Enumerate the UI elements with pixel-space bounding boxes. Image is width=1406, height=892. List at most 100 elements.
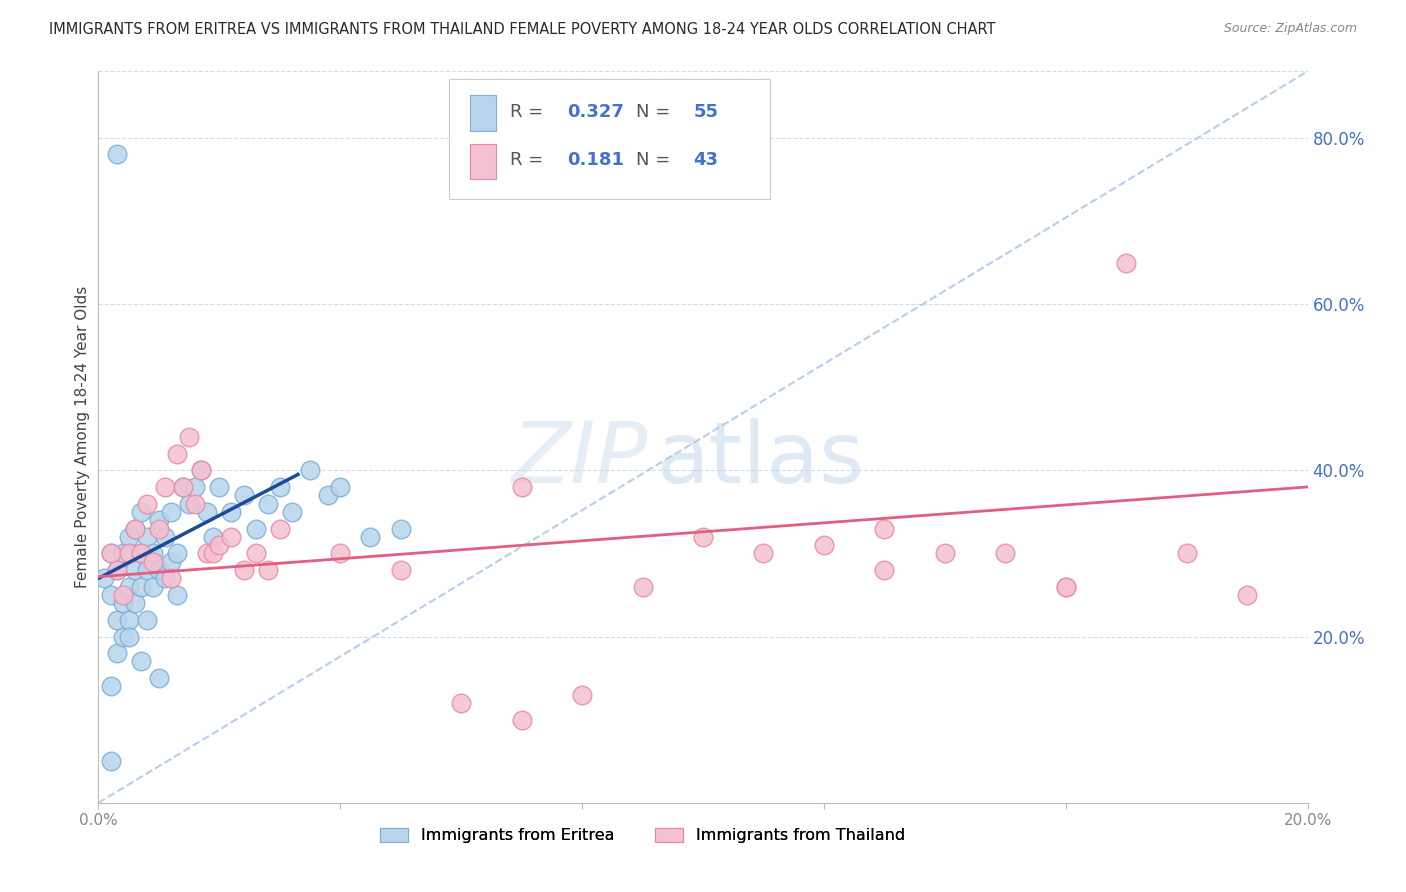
- Point: [873, 521, 896, 535]
- Point: [450, 696, 472, 710]
- Point: [153, 530, 176, 544]
- Text: N =: N =: [637, 103, 676, 120]
- Point: [245, 546, 267, 560]
- Point: [873, 563, 896, 577]
- Point: [1054, 580, 1077, 594]
- Point: [135, 613, 157, 627]
- Text: N =: N =: [637, 151, 676, 169]
- Point: [202, 530, 225, 544]
- Point: [124, 596, 146, 610]
- Point: [1054, 580, 1077, 594]
- Point: [166, 588, 188, 602]
- Point: [93, 571, 115, 585]
- Point: [934, 546, 956, 560]
- Point: [1115, 255, 1137, 269]
- Text: R =: R =: [509, 103, 548, 120]
- Point: [752, 546, 775, 560]
- Point: [160, 555, 183, 569]
- Point: [631, 580, 654, 594]
- Point: [118, 630, 141, 644]
- Point: [208, 480, 231, 494]
- Point: [100, 754, 122, 768]
- Point: [184, 497, 207, 511]
- Point: [129, 655, 152, 669]
- Point: [105, 646, 128, 660]
- Point: [129, 580, 152, 594]
- Point: [692, 530, 714, 544]
- Point: [190, 463, 212, 477]
- Point: [316, 488, 339, 502]
- Point: [105, 147, 128, 161]
- Point: [142, 580, 165, 594]
- Point: [105, 563, 128, 577]
- Point: [172, 480, 194, 494]
- FancyBboxPatch shape: [449, 78, 769, 200]
- Point: [148, 671, 170, 685]
- Point: [135, 497, 157, 511]
- Point: [100, 680, 122, 694]
- Point: [111, 596, 134, 610]
- Text: IMMIGRANTS FROM ERITREA VS IMMIGRANTS FROM THAILAND FEMALE POVERTY AMONG 18-24 Y: IMMIGRANTS FROM ERITREA VS IMMIGRANTS FR…: [49, 22, 995, 37]
- Point: [160, 505, 183, 519]
- Point: [510, 713, 533, 727]
- Point: [221, 505, 243, 519]
- Point: [1175, 546, 1198, 560]
- Point: [118, 613, 141, 627]
- Point: [135, 530, 157, 544]
- Text: 55: 55: [693, 103, 718, 120]
- Text: atlas: atlas: [657, 417, 865, 500]
- Point: [100, 546, 122, 560]
- Point: [195, 505, 218, 519]
- Point: [389, 521, 412, 535]
- Point: [256, 563, 278, 577]
- Point: [172, 480, 194, 494]
- Point: [153, 571, 176, 585]
- Point: [142, 546, 165, 560]
- Point: [124, 563, 146, 577]
- Point: [245, 521, 267, 535]
- Point: [111, 630, 134, 644]
- Text: 43: 43: [693, 151, 718, 169]
- Point: [129, 546, 152, 560]
- Point: [124, 521, 146, 535]
- Point: [360, 530, 382, 544]
- Point: [202, 546, 225, 560]
- Point: [105, 613, 128, 627]
- Point: [510, 480, 533, 494]
- Point: [118, 580, 141, 594]
- Point: [124, 521, 146, 535]
- Point: [166, 447, 188, 461]
- Point: [269, 521, 291, 535]
- Point: [221, 530, 243, 544]
- Text: R =: R =: [509, 151, 554, 169]
- Point: [281, 505, 304, 519]
- Point: [100, 588, 122, 602]
- Point: [813, 538, 835, 552]
- Point: [195, 546, 218, 560]
- Point: [232, 488, 254, 502]
- Text: 0.181: 0.181: [568, 151, 624, 169]
- FancyBboxPatch shape: [470, 144, 496, 179]
- Point: [232, 563, 254, 577]
- Point: [129, 546, 152, 560]
- Point: [994, 546, 1017, 560]
- Point: [111, 546, 134, 560]
- Point: [148, 563, 170, 577]
- Point: [153, 480, 176, 494]
- Point: [118, 530, 141, 544]
- FancyBboxPatch shape: [470, 95, 496, 130]
- Point: [190, 463, 212, 477]
- Point: [184, 480, 207, 494]
- Point: [166, 546, 188, 560]
- Point: [142, 555, 165, 569]
- Text: Source: ZipAtlas.com: Source: ZipAtlas.com: [1223, 22, 1357, 36]
- Y-axis label: Female Poverty Among 18-24 Year Olds: Female Poverty Among 18-24 Year Olds: [75, 286, 90, 588]
- Point: [129, 505, 152, 519]
- Point: [160, 571, 183, 585]
- Point: [256, 497, 278, 511]
- Point: [299, 463, 322, 477]
- Legend: Immigrants from Eritrea, Immigrants from Thailand: Immigrants from Eritrea, Immigrants from…: [374, 822, 911, 850]
- Point: [148, 513, 170, 527]
- Point: [111, 588, 134, 602]
- Text: ZIP: ZIP: [512, 417, 648, 500]
